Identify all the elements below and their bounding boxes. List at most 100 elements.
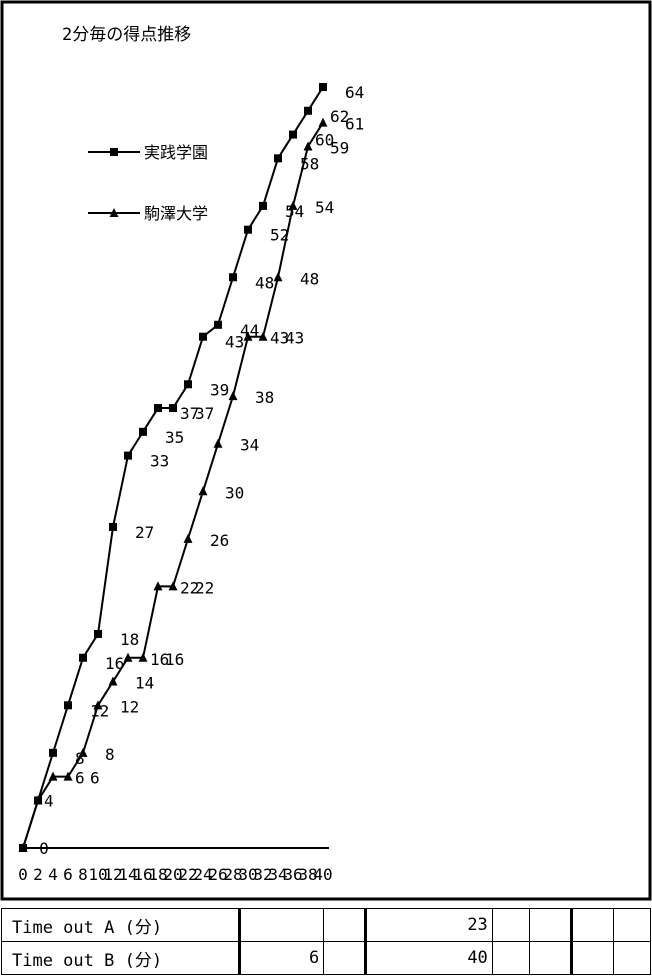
marker-triangle [303,141,313,151]
marker-triangle [168,581,178,591]
marker-triangle [213,438,223,448]
data-label: 12 [120,697,139,716]
timeout-row-b: Time out B (分) 6 40 [1,941,651,975]
legend-marker-triangle [109,208,119,217]
data-label: 16 [105,654,124,673]
marker-square [199,332,207,341]
marker-square [244,225,252,234]
timeout-b-cell-2 [323,941,366,975]
timeout-a-label: Time out A (分) [1,908,240,942]
x-tick-label: 10 [88,865,107,884]
data-label: 37 [195,404,214,423]
timeout-a-cell-4 [491,908,531,942]
marker-square [94,629,102,638]
data-label: 12 [90,701,109,720]
marker-square [139,427,147,436]
chart-frame-border [0,0,652,901]
timeout-grid: Time out A (分) 23 Time out B (分) 6 40 [1,908,651,975]
x-tick-label: 20 [163,865,182,884]
marker-triangle [48,771,58,781]
marker-square [49,748,57,757]
timeout-a-cell-3: 23 [363,908,493,942]
data-label: 33 [150,452,169,471]
data-label: 34 [240,436,259,455]
marker-triangle [183,533,193,543]
timeout-a-cell-7 [612,908,651,942]
series-line-1 [22,86,324,849]
x-tick-label: 6 [63,865,73,884]
x-tick-label: 34 [268,865,287,884]
x-tick-label: 12 [103,865,122,884]
marker-triangle [288,200,298,210]
data-label: 16 [165,650,184,669]
x-tick-label: 28 [223,865,242,884]
data-label: 22 [195,578,214,597]
timeout-table: Time out A (分) 23 Time out B (分) 6 40 [0,908,652,979]
timeout-row-a: Time out A (分) 23 [1,908,651,942]
marker-triangle [228,391,238,401]
data-label: 43 [225,333,244,352]
data-label: 52 [270,226,289,245]
data-label: 6 [75,769,85,788]
chart-title: 2分毎の得点推移 [62,25,191,45]
x-tick-label: 24 [193,865,212,884]
data-label: 18 [120,630,139,649]
data-label: 8 [105,745,115,764]
x-tick-label: 4 [48,865,58,884]
marker-square [274,154,282,163]
marker-square [169,404,177,413]
data-label: 22 [180,578,199,597]
data-label: 38 [255,388,274,407]
data-label: 58 [300,154,319,173]
data-label: 60 [315,131,334,150]
marker-square [289,130,297,139]
marker-square [304,106,312,115]
x-tick-label: 2 [33,865,43,884]
data-label: 43 [270,329,289,348]
timeout-b-cell-3: 40 [363,941,493,975]
data-label: 39 [210,380,229,399]
timeout-a-cell-6 [569,908,614,942]
data-label: 0 [39,839,49,858]
marker-square [259,201,267,210]
chart-area: 2分毎の得点推移 0 2 4 6 8 10 12 14 16 18 20 22 24 26 28 30 32 34 3… [0,0,652,901]
marker-square [214,320,222,329]
marker-triangle [93,700,103,710]
x-tick-label: 22 [178,865,197,884]
marker-triangle [318,117,328,127]
data-label: 30 [225,483,244,502]
x-tick-label: 36 [283,865,302,884]
marker-square [229,273,237,282]
data-label: 48 [300,269,319,288]
timeout-b-cell-7 [612,941,651,975]
data-label: 64 [345,83,364,102]
x-tick-label: 30 [238,865,257,884]
data-label: 44 [240,321,259,340]
marker-square [124,451,132,460]
x-tick-label: 40 [313,865,332,884]
timeout-b-cell-6 [569,941,614,975]
data-label: 43 [285,329,304,348]
marker-triangle [63,771,73,781]
marker-square [319,83,327,91]
timeout-a-cell-5 [529,908,572,942]
data-label: 6 [90,769,100,788]
data-label: 16 [150,650,169,669]
data-label: 62 [330,107,349,126]
data-label: 59 [330,138,349,157]
x-tick-label: 8 [78,865,88,884]
data-label: 27 [135,523,154,542]
timeout-b-cell-1: 6 [237,941,325,975]
x-tick-label: 0 [18,865,28,884]
marker-square [64,701,72,710]
data-label: 8 [75,749,85,768]
marker-square [79,653,87,662]
data-label: 35 [165,428,184,447]
marker-triangle [198,486,208,496]
timeout-a-cell-1 [237,908,325,942]
marker-square [154,404,162,413]
marker-square [184,380,192,389]
data-label: 4 [44,791,54,810]
x-tick-label: 18 [148,865,167,884]
